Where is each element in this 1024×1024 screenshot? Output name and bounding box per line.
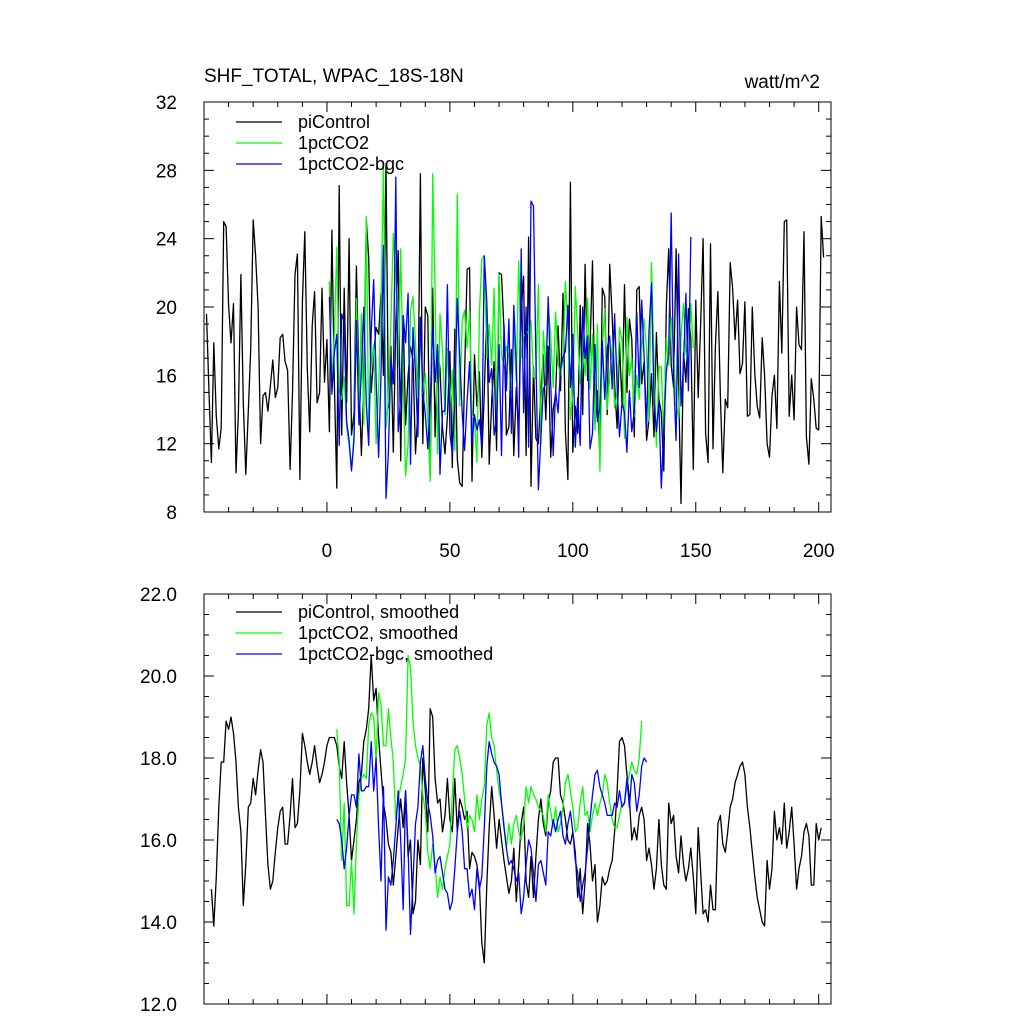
bottom-legend-label-1pctco2-bgc: 1pctCO2-bgc, smoothed — [298, 644, 493, 664]
top-panel: SHF_TOTAL, WPAC_18S-18N watt/m^2 8 12 16 20… — [156, 66, 835, 562]
y-tick-label: 12 — [156, 435, 177, 456]
y-tick-label: 16.0 — [140, 831, 177, 852]
series-line-picontrol — [205, 162, 825, 505]
y-tick-label: 12.0 — [140, 995, 177, 1016]
series-line-1pctco2-smoothed — [336, 654, 643, 915]
top-tick-labels: 8 12 16 20 24 28 32 0 50 100 150 200 — [156, 93, 835, 562]
top-plot-frame — [203, 101, 832, 513]
top-legend: piControl 1pctCO2 1pctCO2-bgc — [236, 112, 404, 174]
x-tick-label: 150 — [680, 541, 712, 562]
bottom-panel: 12.0 14.0 16.0 18.0 20.0 22.0 piControl, smoo… — [140, 585, 832, 1016]
y-tick-label: 20.0 — [140, 667, 177, 688]
y-tick-label: 18.0 — [140, 749, 177, 770]
series-line-picontrol-smoothed — [210, 654, 822, 964]
bottom-legend-label-1pctco2: 1pctCO2, smoothed — [298, 623, 458, 643]
y-tick-label: 14.0 — [140, 913, 177, 934]
series-line-1pctco2-bgc — [328, 176, 692, 499]
series-line-1pctco2-bgc-smoothed — [336, 740, 648, 935]
series-line-1pctco2 — [328, 162, 694, 482]
bottom-tick-labels: 12.0 14.0 16.0 18.0 20.0 22.0 — [140, 585, 177, 1016]
top-legend-label-picontrol: piControl — [298, 112, 370, 132]
top-series-lines — [205, 162, 825, 505]
bottom-legend: piControl, smoothed 1pctCO2, smoothed 1p… — [236, 602, 493, 664]
bottom-series-lines — [210, 654, 822, 964]
x-tick-label: 100 — [557, 541, 589, 562]
top-chart-units: watt/m^2 — [744, 72, 820, 93]
y-tick-label: 24 — [156, 230, 178, 251]
y-tick-label: 16 — [156, 366, 177, 387]
y-tick-label: 32 — [156, 93, 177, 114]
bottom-plot-frame — [203, 593, 832, 1005]
y-tick-label: 20 — [156, 298, 177, 319]
y-tick-label: 8 — [166, 503, 177, 524]
x-tick-label: 50 — [439, 541, 460, 562]
y-tick-label: 28 — [156, 161, 177, 182]
bottom-legend-label-picontrol: piControl, smoothed — [298, 602, 459, 622]
y-tick-label: 22.0 — [140, 585, 177, 606]
top-legend-label-1pctco2-bgc: 1pctCO2-bgc — [298, 154, 404, 174]
x-tick-label: 0 — [322, 541, 333, 562]
top-chart-title: SHF_TOTAL, WPAC_18S-18N — [204, 66, 464, 87]
x-tick-label: 200 — [803, 541, 835, 562]
top-legend-label-1pctco2: 1pctCO2 — [298, 133, 369, 153]
